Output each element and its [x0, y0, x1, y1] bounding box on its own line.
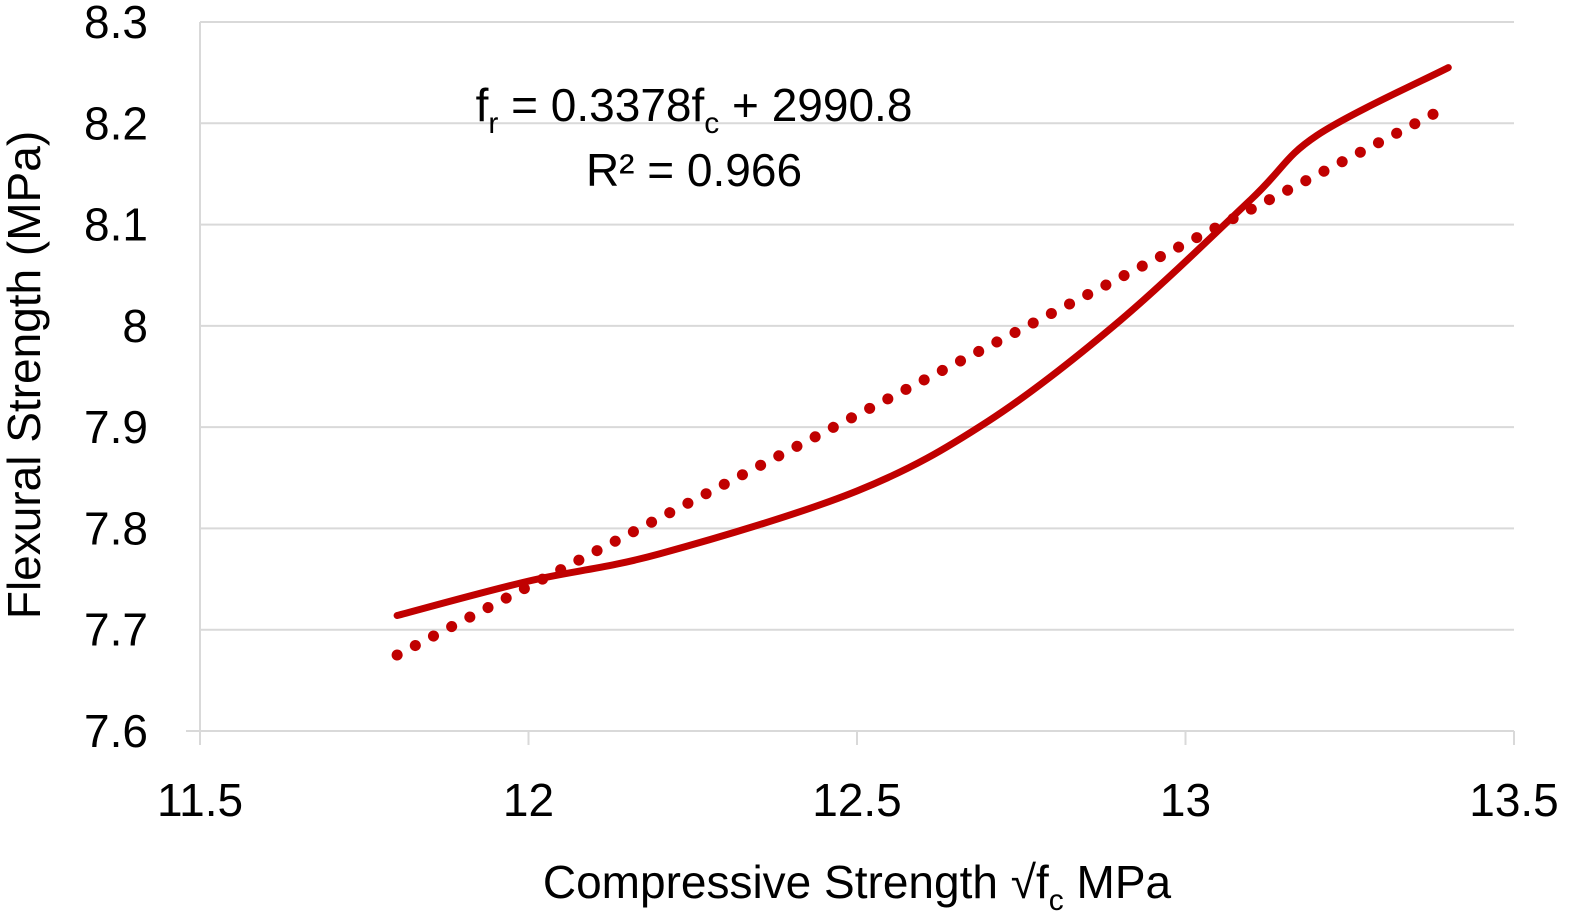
- equation-line-1: fr = 0.3378fc + 2990.8: [476, 79, 913, 140]
- gridlines: [200, 21, 1514, 631]
- x-tick-label: 12: [503, 774, 554, 826]
- y-tick-labels: 7.6 7.7 7.8 7.9 8 8.1 8.2 8.3: [84, 0, 148, 757]
- x-axis-title: Compressive Strength √fc MPa: [543, 856, 1172, 917]
- y-tick-label: 7.9: [84, 401, 148, 453]
- eq-intercept: + 2990.8: [719, 79, 912, 131]
- eq-sub-c: c: [704, 107, 719, 140]
- eq-sub-r: r: [488, 107, 498, 140]
- eq-f: f: [476, 79, 489, 131]
- x-tick-label: 13: [1160, 774, 1211, 826]
- y-tick-label: 7.6: [84, 705, 148, 757]
- x-tick-label: 11.5: [157, 774, 243, 826]
- x-tick-label: 13.5: [1469, 774, 1559, 826]
- series-line-solid: [393, 64, 1452, 620]
- equation-line-2: R² = 0.966: [586, 144, 802, 196]
- y-tick-label: 8: [122, 300, 148, 352]
- y-axis-title: Flexural Strength (MPa): [0, 131, 50, 619]
- axes: [186, 22, 1515, 745]
- y-tick-label: 8.3: [84, 0, 148, 48]
- x-tick-labels: 11.5 12 12.5 13 13.5: [157, 774, 1559, 826]
- x-axis-title-prefix: Compressive Strength √f: [543, 856, 1049, 908]
- y-tick-label: 8.2: [84, 97, 148, 149]
- y-tick-label: 7.7: [84, 604, 148, 656]
- x-axis-title-subscript: c: [1049, 884, 1064, 917]
- series-group: [391, 64, 1452, 661]
- x-tick-label: 12.5: [812, 774, 902, 826]
- eq-coef: = 0.3378f: [498, 79, 704, 131]
- x-axis-title-suffix: MPa: [1064, 856, 1172, 908]
- y-tick-label: 8.1: [84, 199, 148, 251]
- y-tick-label: 7.8: [84, 502, 148, 554]
